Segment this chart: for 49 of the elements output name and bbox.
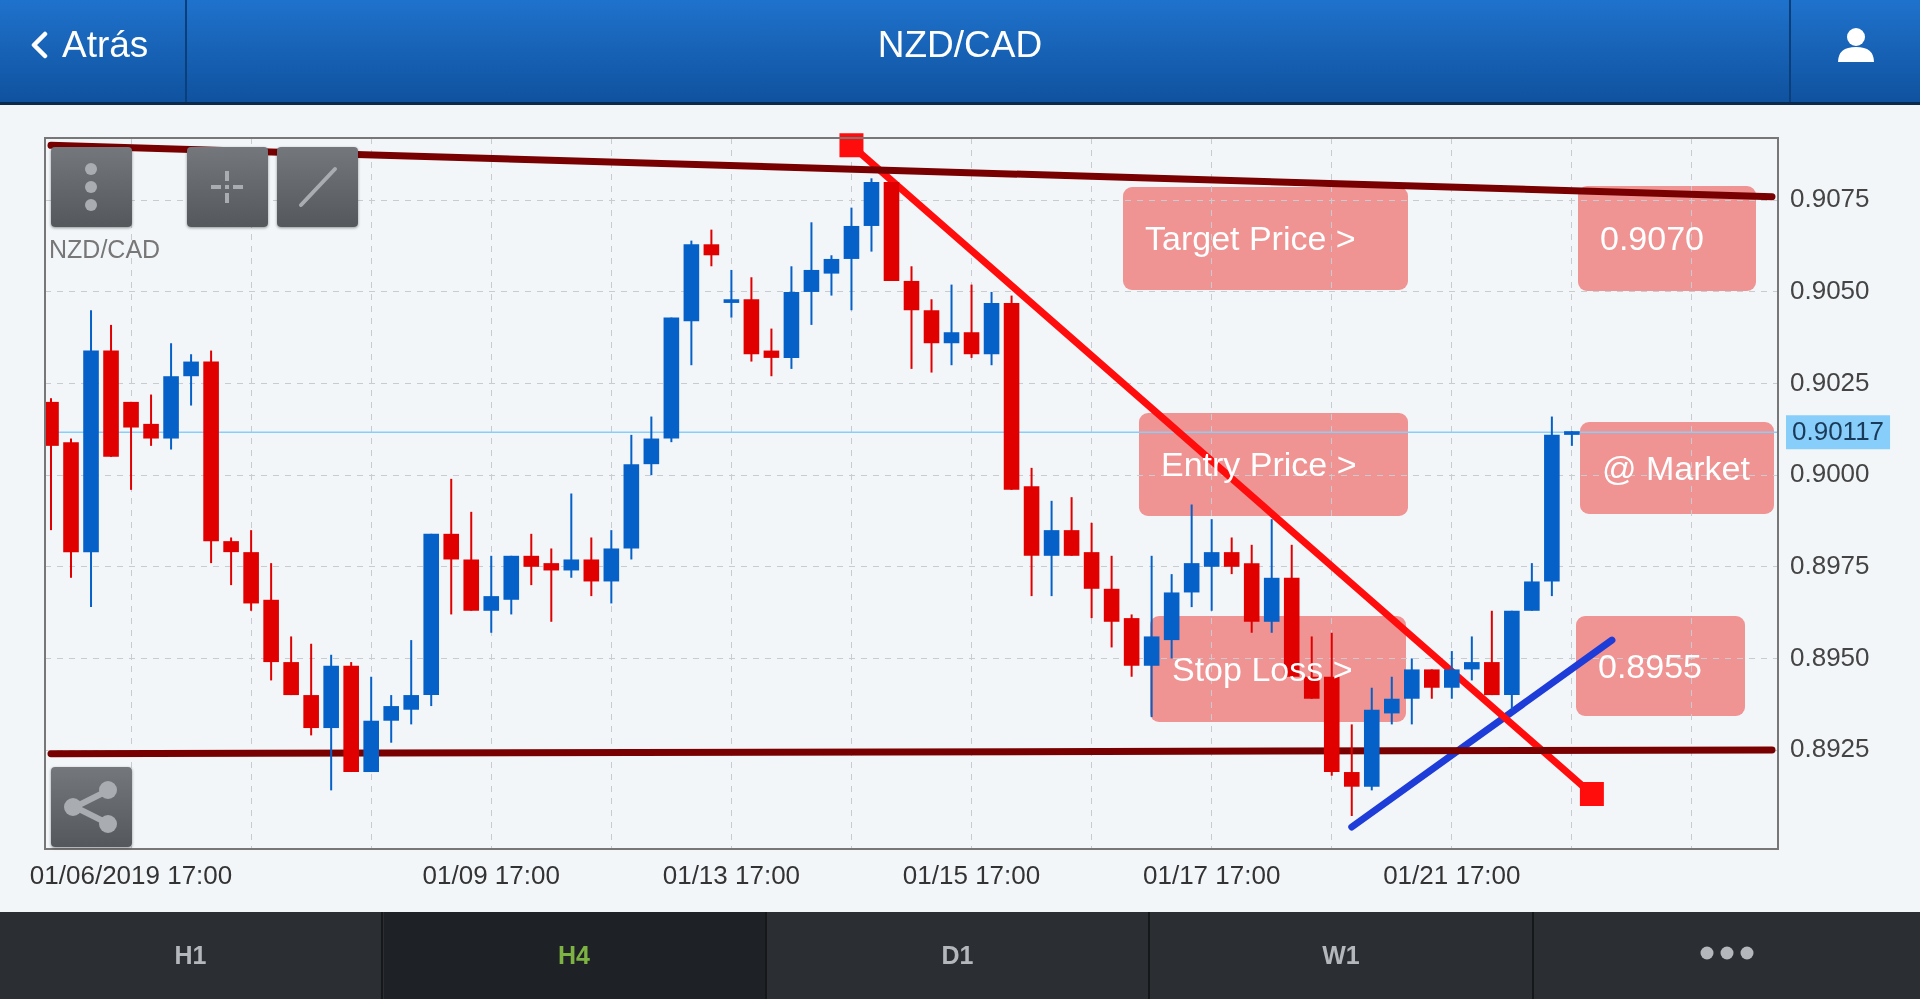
candlestick xyxy=(1444,650,1460,700)
candlestick xyxy=(963,283,980,359)
candlestick xyxy=(1223,536,1240,576)
candlestick xyxy=(703,228,720,268)
x-tick-label: 01/06/2019 17:00 xyxy=(29,859,233,890)
candlestick xyxy=(1464,635,1480,682)
candlestick xyxy=(1343,723,1360,818)
candlestick xyxy=(1424,668,1440,700)
y-tick-label: 0.9050 xyxy=(1790,275,1870,306)
y-tick-label: 0.8975 xyxy=(1790,549,1870,580)
candlestick xyxy=(583,536,600,598)
candlestick xyxy=(483,554,500,634)
candlestick xyxy=(723,268,740,319)
x-tick-label: 01/15 17:00 xyxy=(902,859,1041,890)
candlestick xyxy=(1383,675,1400,726)
text: H1 xyxy=(0,912,383,999)
candlestick xyxy=(803,221,820,326)
y-tick-label: 0.9025 xyxy=(1790,366,1870,397)
y-tick-label: 0.8950 xyxy=(1790,641,1870,672)
chart-title: NZD/CAD xyxy=(876,24,1044,66)
candlestick xyxy=(943,283,960,367)
candlestick xyxy=(403,639,420,726)
annotation: 0.9070 xyxy=(1578,186,1756,291)
candlestick xyxy=(183,353,199,407)
candlestick xyxy=(383,694,399,744)
text: D1 xyxy=(767,912,1150,999)
text: H4 xyxy=(383,912,767,999)
text: Atrás xyxy=(62,24,149,66)
y-tick-label: 0.8925 xyxy=(1790,733,1870,764)
candlestick xyxy=(223,536,239,587)
annotation: NZD/CAD xyxy=(49,235,161,264)
candlestick xyxy=(543,547,560,623)
candlestick xyxy=(563,492,580,579)
y-tick-label: 0.9075 xyxy=(1790,183,1870,214)
x-tick-label: 01/21 17:00 xyxy=(1383,859,1521,890)
candlestick xyxy=(523,532,540,587)
y-tick-label: 0.9000 xyxy=(1790,458,1870,489)
candlestick xyxy=(823,254,840,297)
x-tick-label: 01/13 17:00 xyxy=(662,859,801,890)
ref-line-label: 0.90117 xyxy=(1792,416,1885,447)
x-tick-label: 01/09 17:00 xyxy=(422,859,560,890)
candlestick xyxy=(763,327,780,378)
annotation: @ Market xyxy=(1580,422,1774,514)
text: W1 xyxy=(1150,912,1534,999)
annotation: Target Price > xyxy=(1123,187,1408,290)
candlestick xyxy=(1203,518,1220,612)
candlestick xyxy=(143,393,159,447)
x-tick-label: 01/17 17:00 xyxy=(1142,859,1281,890)
annotation: 0.8955 xyxy=(1576,616,1745,716)
